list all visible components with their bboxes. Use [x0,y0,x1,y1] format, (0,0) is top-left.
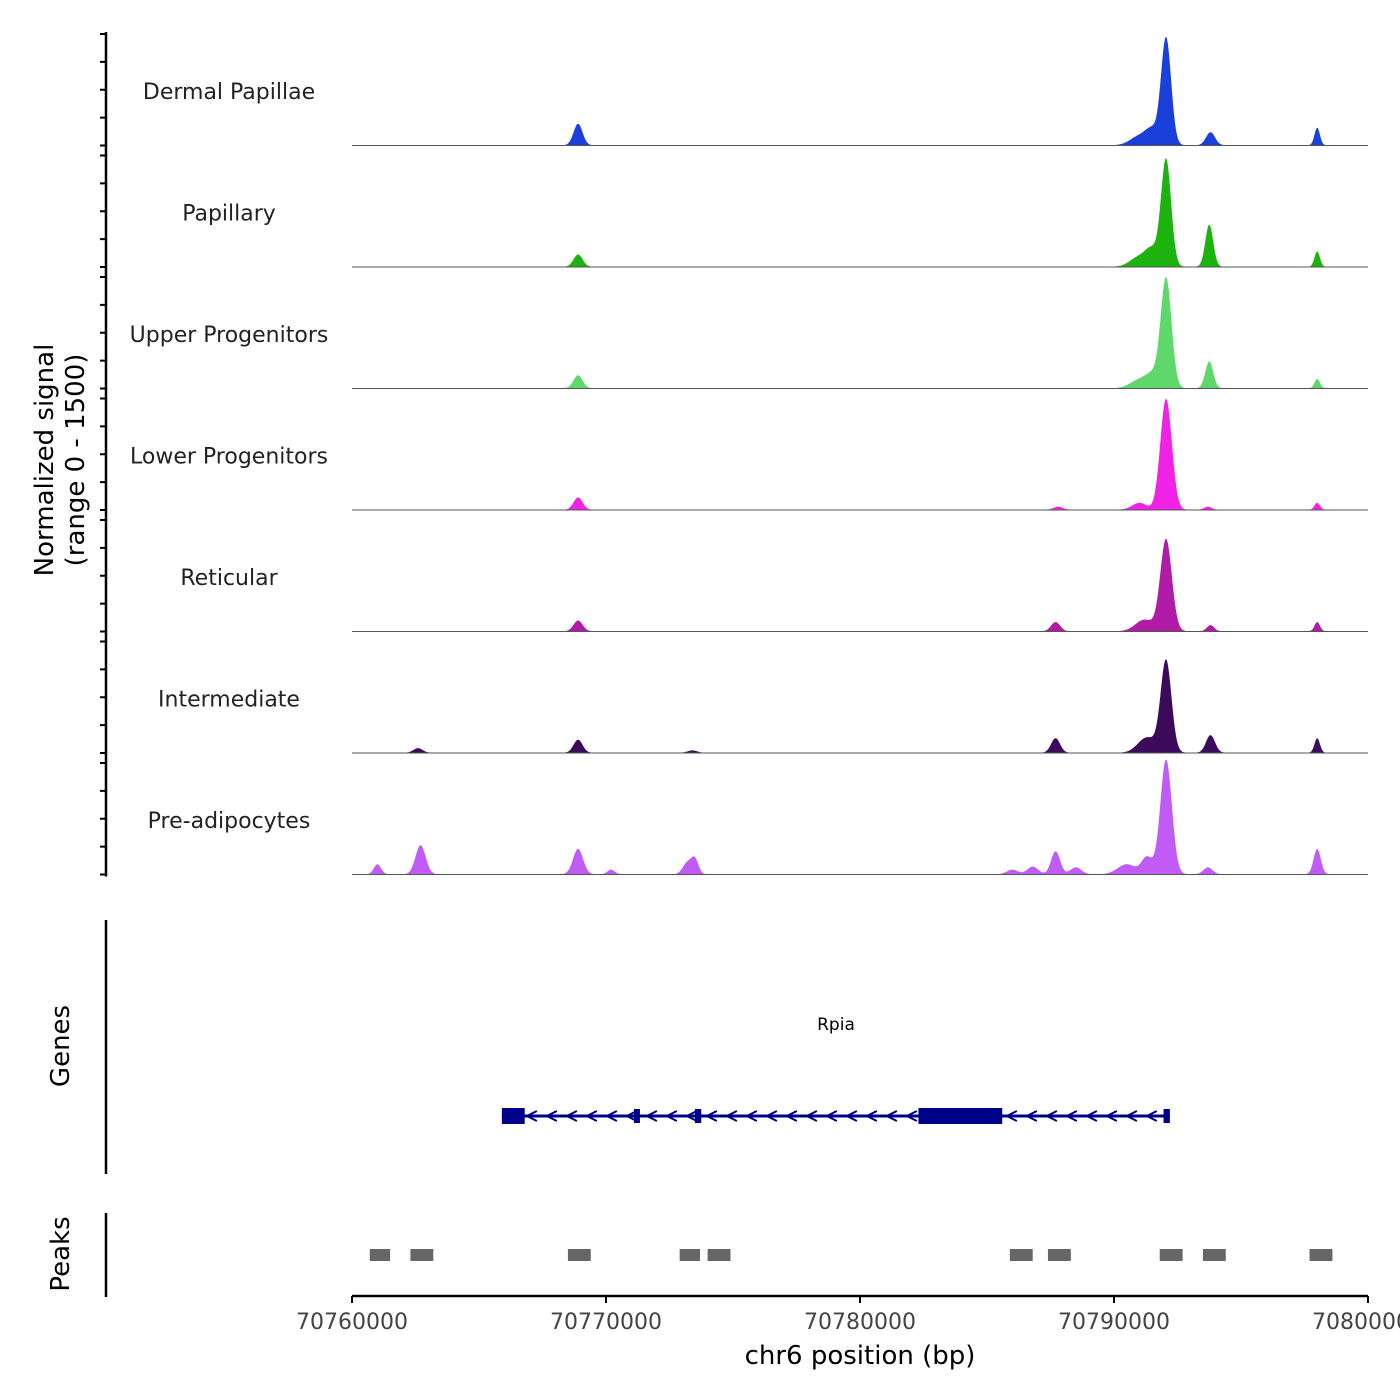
x-tick-label: 70770000 [550,1310,662,1335]
x-tick-label: 70800000 [1312,1310,1400,1335]
track-label: Pre-adipocytes [148,809,311,834]
strand-arrow [844,1110,858,1122]
strand-arrow [824,1110,838,1122]
signal-area [352,398,1368,510]
x-tick-label: 70780000 [804,1310,916,1335]
peak-region [1009,1249,1033,1261]
strand-arrow [784,1110,798,1122]
track-dermal-papillae [352,36,1368,146]
signal-area [352,36,1368,146]
track-reticular [352,538,1368,632]
track-labels: Dermal Papillae Papillary Upper Progenitor… [130,80,329,834]
peak-region [679,1249,700,1261]
strand-arrow [724,1110,738,1122]
strand-arrow [1004,1110,1018,1122]
track-label: Papillary [182,202,276,227]
peak-region [1309,1249,1333,1261]
signal-area [352,538,1368,632]
x-tick-label: 70790000 [1058,1310,1170,1335]
strand-arrow [1044,1110,1058,1122]
x-tick-label: 70760000 [296,1310,408,1335]
strand-arrow [684,1110,698,1122]
gene-exon [1163,1109,1170,1123]
strand-arrow [1024,1110,1038,1122]
y-axis-label-line2: (range 0 - 1500) [61,354,91,567]
strand-arrow [664,1110,678,1122]
strand-arrow [524,1110,538,1122]
genes-axis-label: Genes [46,1005,76,1087]
track-lower-progenitors [352,398,1368,511]
strand-arrow [864,1110,878,1122]
peak-region [567,1249,591,1261]
track-pre-adipocytes [352,759,1368,875]
peak-region [410,1249,434,1261]
strand-arrow [624,1110,638,1122]
strand-arrow [1064,1110,1078,1122]
peaks-track [369,1249,1333,1261]
strand-arrow [604,1110,618,1122]
strand-arrow [764,1110,778,1122]
track-label: Dermal Papillae [143,80,315,105]
signal-area [352,157,1368,267]
signal-tracks [352,36,1368,875]
peak-region [1159,1249,1183,1261]
peaks-axis-label: Peaks [46,1216,76,1291]
track-papillary [352,157,1368,268]
peak-region [1202,1249,1226,1261]
gene-exon [633,1109,640,1123]
gene-rpia: Rpia [501,1015,1170,1124]
track-intermediate [352,659,1368,754]
strand-arrow [1084,1110,1098,1122]
track-label: Intermediate [158,688,300,713]
track-label: Reticular [180,566,278,591]
peak-region [707,1249,731,1261]
signal-area [352,759,1368,875]
strand-arrow [1124,1110,1138,1122]
strand-arrow [884,1110,898,1122]
strand-arrow [544,1110,558,1122]
strand-arrow [644,1110,658,1122]
track-label: Lower Progenitors [130,445,328,470]
genes-track: Rpia [501,1015,1170,1124]
signal-area [352,276,1368,389]
strand-arrow [564,1110,578,1122]
strand-arrow [804,1110,818,1122]
peak-region [369,1249,391,1261]
peak-region [1047,1249,1071,1261]
gene-exon [694,1109,702,1123]
y-axis-label-line1: Normalized signal [30,344,60,577]
strand-arrow [1144,1110,1158,1122]
strand-arrow [744,1110,758,1122]
signal-area [352,659,1368,753]
gene-name: Rpia [817,1015,855,1035]
track-label: Upper Progenitors [130,323,329,348]
track-upper-progenitors [352,276,1368,389]
strand-arrow [704,1110,718,1122]
strand-arrow [1104,1110,1118,1122]
gene-exon [918,1108,1003,1124]
axes: 70760000 70770000 70780000 70790000 70800000 [100,32,1400,1335]
gene-exon [501,1108,525,1124]
x-axis-label: chr6 position (bp) [745,1341,976,1371]
strand-arrow [584,1110,598,1122]
strand-arrow [904,1110,918,1122]
